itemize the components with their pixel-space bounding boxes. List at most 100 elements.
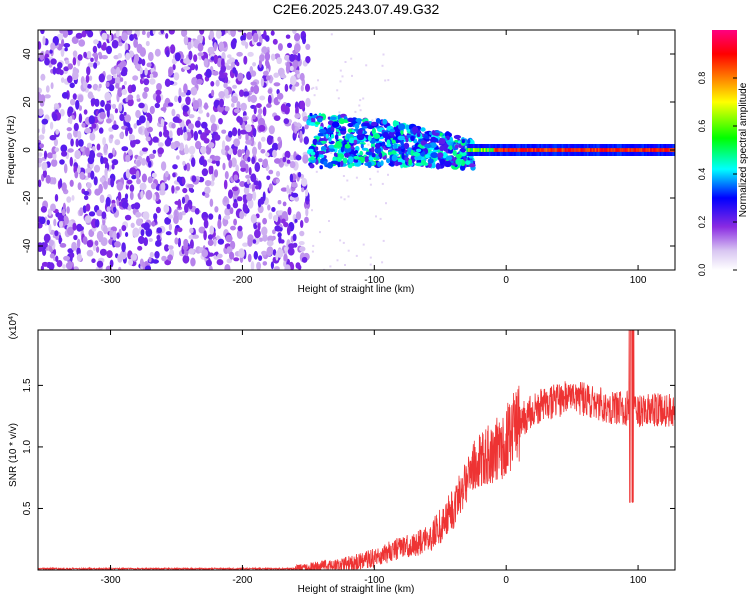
heatmap-cell — [232, 127, 238, 137]
heatmap-cell — [323, 160, 328, 166]
heatmap-cell — [156, 234, 161, 241]
heatmap-cell — [392, 120, 398, 128]
heatmap-cell — [268, 212, 273, 220]
heatmap-cell — [629, 148, 632, 152]
heatmap-cell — [268, 183, 273, 192]
colorbar: 0.0 0.2 0.4 0.6 0.8 Normalized spectral ampl… — [697, 30, 749, 276]
heatmap-cell — [38, 179, 42, 188]
heatmap-cell — [174, 209, 178, 216]
heatmap-cell — [246, 193, 253, 202]
heatmap-cell — [632, 148, 635, 152]
heatmap-cell — [336, 259, 339, 262]
heatmap-cell — [274, 225, 281, 232]
heatmap-cell — [161, 255, 167, 262]
heatmap-cell — [41, 261, 49, 267]
heatmap-cell — [314, 146, 319, 151]
heatmap-cell — [60, 144, 68, 153]
heatmap-cell — [119, 77, 124, 82]
heatmap-cell — [133, 39, 139, 48]
heatmap-cell — [116, 66, 121, 75]
heatmap-cell — [504, 148, 507, 152]
heatmap-cell — [550, 148, 553, 152]
heatmap-cell — [362, 97, 365, 100]
heatmap-cell — [237, 149, 243, 158]
heatmap-cell — [283, 118, 290, 125]
heatmap-cell — [476, 148, 479, 152]
heatmap-cell — [435, 162, 441, 170]
heatmap-cell — [376, 170, 379, 173]
x-tick-label: -300 — [101, 275, 121, 286]
heatmap-cell — [338, 111, 341, 114]
heatmap-cell — [563, 148, 566, 152]
heatmap-cell — [258, 237, 264, 242]
heatmap-cell — [58, 234, 62, 245]
heatmap-cell — [636, 148, 638, 152]
heatmap-cell — [117, 191, 122, 201]
heatmap-cell — [328, 148, 336, 152]
heatmap-cell — [92, 45, 98, 54]
heatmap-cell — [187, 183, 195, 189]
heatmap-cell — [38, 134, 45, 140]
heatmap-cell — [295, 126, 299, 132]
heatmap-cell — [158, 131, 163, 138]
heatmap-cell — [369, 263, 372, 266]
heatmap-cell — [547, 148, 550, 152]
heatmap-cell — [305, 97, 311, 108]
heatmap-cell — [431, 162, 436, 169]
heatmap-cell — [173, 215, 179, 225]
heatmap-cell — [309, 163, 315, 169]
heatmap-cell — [188, 145, 196, 155]
heatmap-cell — [209, 225, 214, 235]
heatmap-cell — [259, 95, 266, 101]
heatmap-cell — [317, 79, 319, 82]
heatmap-cell — [160, 182, 166, 192]
heatmap-cell — [38, 157, 43, 164]
heatmap-cell — [226, 203, 231, 210]
heatmap-cell — [121, 225, 127, 232]
heatmap-cell — [311, 250, 314, 253]
snr-y-label: SNR (10 * v/v) — [8, 423, 19, 487]
heatmap-cell — [467, 138, 471, 144]
heatmap-cell — [290, 75, 297, 86]
heatmap-cell — [114, 108, 118, 114]
heatmap-cell — [182, 254, 190, 264]
heatmap-cell — [38, 242, 44, 252]
heatmap-cell — [461, 139, 465, 144]
heatmap-cell — [106, 108, 110, 118]
heatmap-cell — [101, 55, 108, 60]
heatmap-cell — [203, 102, 209, 110]
heatmap-cell — [300, 85, 304, 92]
heatmap-cell — [183, 83, 188, 94]
heatmap-cell — [252, 191, 257, 201]
heatmap-cell — [250, 136, 255, 147]
heatmap-cell — [251, 156, 255, 163]
heatmap-cell — [299, 72, 305, 82]
heatmap-cell — [311, 209, 313, 212]
heatmap-cell — [460, 164, 466, 171]
heatmap-cell — [301, 126, 305, 135]
heatmap-cell — [52, 66, 57, 75]
heatmap-cell — [69, 156, 74, 167]
heatmap-cell — [509, 148, 512, 152]
heatmap-cell — [66, 196, 72, 203]
heatmap-cell — [135, 170, 140, 180]
snr-frame — [37, 329, 676, 571]
heatmap-cell — [617, 148, 619, 152]
heatmap-cell — [73, 122, 79, 132]
heatmap-cell — [468, 148, 471, 152]
heatmap-cell — [140, 190, 144, 199]
heatmap-cell — [224, 106, 230, 112]
heatmap-cell — [381, 182, 384, 185]
heatmap-cell — [96, 143, 101, 151]
heatmap-cell — [382, 118, 388, 125]
heatmap-cell — [208, 165, 213, 175]
heatmap-cell — [548, 148, 551, 152]
heatmap-cell — [403, 142, 410, 149]
heatmap-cell — [210, 56, 215, 61]
heatmap-cell — [248, 167, 252, 176]
heatmap-cell — [151, 172, 157, 178]
heatmap-cell — [658, 148, 661, 152]
heatmap-cell — [416, 148, 422, 153]
heatmap-cell — [55, 255, 59, 262]
heatmap-cell — [387, 173, 389, 176]
